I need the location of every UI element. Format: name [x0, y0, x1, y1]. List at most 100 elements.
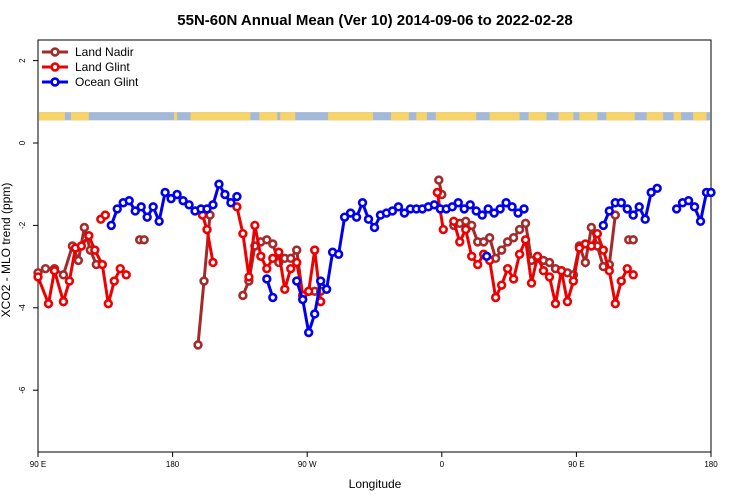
data-point	[526, 278, 537, 288]
data-point	[478, 237, 489, 247]
map-strip-land	[579, 112, 598, 121]
data-point	[40, 263, 51, 274]
data-point	[513, 208, 523, 218]
data-point	[84, 231, 94, 241]
map-strip-land	[39, 112, 65, 121]
data-point	[520, 218, 531, 229]
data-point	[268, 292, 278, 303]
plot-frame	[37, 39, 712, 453]
data-point	[628, 270, 638, 280]
data-point	[232, 202, 242, 212]
data-point	[652, 183, 662, 194]
data-point	[544, 257, 555, 268]
data-point	[357, 198, 368, 208]
series-ocean-glint	[106, 179, 716, 338]
data-point	[303, 286, 314, 297]
data-point	[438, 224, 448, 235]
data-point	[520, 235, 531, 245]
map-strip-land	[70, 112, 89, 121]
data-point	[286, 253, 296, 264]
data-point	[453, 198, 463, 208]
data-point	[562, 296, 573, 307]
data-point	[58, 270, 69, 280]
data-point	[286, 263, 296, 274]
data-point	[106, 220, 116, 231]
data-point	[303, 327, 314, 338]
data-point	[256, 251, 266, 261]
data-point	[689, 202, 700, 212]
legend-label: Land Nadir	[75, 45, 134, 59]
data-point	[622, 263, 632, 274]
x-tick-label: 0	[440, 460, 445, 469]
data-point	[345, 208, 356, 218]
data-point	[49, 266, 60, 276]
data-point	[586, 241, 597, 251]
data-point	[640, 214, 650, 224]
y-axis: 2 0 -2 -4 -6	[18, 58, 38, 394]
data-point	[586, 222, 597, 233]
data-point	[184, 200, 194, 210]
map-strip	[39, 112, 710, 121]
data-point	[363, 214, 374, 224]
data-point	[100, 210, 111, 220]
data-point	[646, 187, 656, 198]
x-axis-label: Longitude	[349, 477, 402, 491]
x-axis: 90 E 180 90 W 0 90 E 180	[30, 452, 718, 469]
data-point	[58, 296, 69, 307]
data-point	[484, 233, 495, 243]
data-point	[369, 222, 380, 233]
legend-label: Land Glint	[75, 60, 130, 74]
data-point	[434, 175, 444, 185]
data-point	[432, 187, 443, 198]
data-point	[262, 274, 272, 284]
data-point	[455, 237, 465, 247]
data-point	[124, 195, 134, 206]
data-point	[508, 233, 519, 243]
data-point	[262, 263, 272, 274]
data-point	[496, 245, 507, 255]
data-point	[532, 251, 543, 261]
data-point	[43, 298, 54, 309]
chart-title: 55N-60N Annual Mean (Ver 10) 2014-09-06 …	[177, 12, 572, 29]
data-point	[459, 204, 469, 214]
data-point	[315, 276, 326, 286]
legend-marker	[50, 77, 60, 87]
data-point	[610, 298, 620, 309]
data-point	[160, 187, 170, 198]
data-point	[622, 204, 632, 214]
data-point	[671, 204, 682, 214]
data-point	[292, 276, 302, 286]
map-strip-land	[528, 112, 547, 121]
data-point	[574, 243, 585, 253]
data-point	[429, 200, 440, 210]
data-point	[695, 216, 706, 226]
data-point	[274, 247, 284, 257]
data-point	[502, 237, 513, 247]
data-point	[634, 202, 644, 212]
data-point	[112, 204, 122, 214]
data-point	[706, 187, 716, 198]
data-point	[598, 220, 609, 231]
data-point	[514, 224, 525, 235]
data-point	[33, 272, 43, 282]
data-point	[399, 208, 410, 218]
data-point	[208, 257, 218, 268]
y-tick-label: 0	[18, 140, 27, 145]
data-point	[148, 202, 158, 212]
data-point	[97, 259, 108, 270]
map-strip-land	[489, 112, 520, 121]
data-point	[199, 276, 209, 286]
data-point	[64, 276, 75, 286]
data-point	[580, 257, 591, 268]
data-point	[309, 245, 320, 255]
data-point	[683, 195, 694, 206]
data-point	[202, 224, 212, 235]
map-strip-land	[646, 112, 664, 121]
data-point	[477, 210, 487, 220]
data-point	[490, 292, 501, 303]
y-tick-label: -2	[18, 221, 27, 229]
data-point	[538, 266, 549, 276]
data-point	[628, 210, 638, 220]
data-point	[508, 274, 519, 284]
